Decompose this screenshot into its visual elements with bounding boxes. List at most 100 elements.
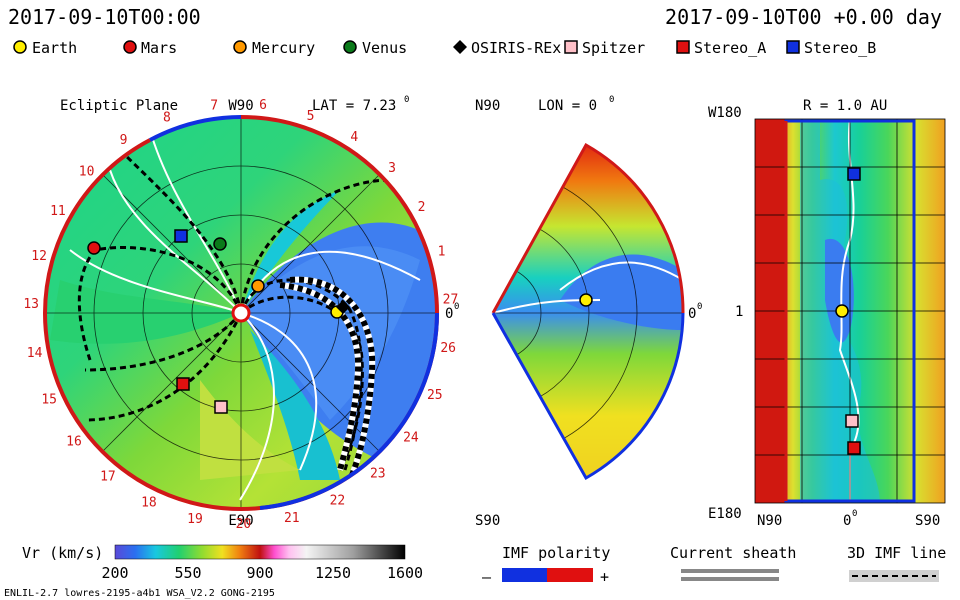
current-sheath-legend: Current sheath [670,544,796,581]
imf-negative-swatch [502,568,547,582]
current-sheath-label: Current sheath [670,544,796,562]
footer-credit: ENLIL-2.7 lowres-2195-a4b1 WSA_V2.2 GONG… [4,588,275,599]
radial-panel: W180 R = 1.0 AU 1 E180 N90 0 0 [708,98,946,529]
imf-line-legend: 3D IMF line [847,544,946,582]
stereo-a-marker-icon [676,40,690,54]
imf-polarity-legend: IMF polarity – + [482,544,610,586]
imf-plus: + [600,568,609,586]
mercury-marker [251,279,265,293]
ecliptic-panel: Ecliptic Plane LAT = 7.23 0 [23,95,459,532]
stereo-a-marker [176,377,190,391]
legend-label: Stereo_A [694,39,766,57]
meridional-zero-label: 0 [688,306,696,322]
imf-positive-swatch [547,568,593,582]
legend-item-spitzer: Spitzer [564,39,645,57]
earth-marker-radial [835,304,849,318]
ecliptic-rim-north [149,115,242,142]
wedge-edge-bottom [491,312,685,481]
day-tick-label: 2 [418,200,426,215]
stereo-b-marker [174,229,188,243]
day-tick-label: 20 [236,517,252,532]
day-tick-label: 11 [50,204,66,219]
legend-label: Venus [362,39,407,57]
earth-marker-meridional [579,293,593,307]
day-tick-label: 10 [79,165,95,180]
legend-label: OSIRIS-REx [471,39,561,57]
legend-label: Earth [32,39,77,57]
current-sheath-swatch-2 [681,577,779,581]
meridional-bottom-label: S90 [475,513,500,529]
colorbar-tick: 900 [246,564,273,582]
spitzer-marker [214,400,228,414]
legend-item-mars: Mars [123,39,177,57]
legend-label: Mercury [252,39,315,57]
ecliptic-bottom-label: E90 [228,513,253,529]
osiris-rex-marker [336,300,350,314]
ecliptic-lat: LAT = 7.23 [312,98,396,114]
day-tick-label: 12 [31,249,47,264]
colorbar-tick: 550 [174,564,201,582]
imf-polarity-label: IMF polarity [502,544,610,562]
legend-item-venus: Venus [343,39,407,57]
day-tick-label: 18 [141,496,157,511]
colorbar-gradient [114,544,406,560]
current-sheath-swatch [681,569,779,573]
ecliptic-zero-degree: 0 [454,302,459,312]
stereo-b-marker-radial [847,167,861,181]
stereo-b-marker-icon [786,40,800,54]
day-tick-label: 1 [438,244,446,259]
day-tick-label: 16 [66,434,82,449]
date-left: 2017-09-10T00:00 [8,5,201,29]
colorbar-tick: 200 [101,564,128,582]
day-tick-label: 25 [427,388,443,403]
stereo-a-marker-radial [847,441,861,455]
ecliptic-rim-west [42,138,242,511]
earth-marker-icon [13,40,27,54]
day-tick-label: 4 [350,130,358,145]
wedge-edge-top [491,142,685,314]
colorbar-tick: 1250 [315,564,351,582]
day-tick-label: 17 [100,469,116,484]
radial-x-right: S90 [915,513,940,529]
legend-label: Stereo_B [804,39,876,57]
radial-x-left: N90 [757,513,782,529]
day-tick-label: 19 [187,512,203,527]
mars-marker-icon [123,40,137,54]
ecliptic-rim-positive [259,312,439,510]
ecliptic-title: Ecliptic Plane [60,98,178,114]
day-tick-label: 5 [307,109,315,124]
osiris-rex-marker-icon [453,40,467,54]
mars-marker [87,241,101,255]
legend-item-mercury: Mercury [233,39,315,57]
radial-mid-label: 1 [735,304,743,320]
ecliptic-top-label: W90 [228,98,253,114]
day-tick-label: 8 [163,111,171,126]
legend: Earth Mars Mercury Venus OSIRIS-REx Spit… [13,39,876,57]
colorbar: Vr (km/s) 200 550 900 1250 1600 [22,544,423,582]
radial-title: R = 1.0 AU [803,98,887,114]
mercury-marker-icon [233,40,247,54]
day-tick-label: 23 [370,466,386,481]
day-tick-label: 22 [330,494,346,509]
venus-marker [213,237,227,251]
legend-item-stereo-b: Stereo_B [786,39,876,57]
day-tick-label: 27 [443,292,459,307]
radial-x-mid: 0 [843,513,851,529]
legend-label: Mars [141,39,177,57]
colorbar-label: Vr (km/s) [22,544,103,562]
ecliptic-lat-degree: 0 [404,95,409,105]
spitzer-marker-icon [564,40,578,54]
meridional-title: LON = 0 [538,98,597,114]
ecliptic-zero-label: 0 [445,306,453,322]
day-tick-label: 9 [120,133,128,148]
colorbar-tick: 1600 [387,564,423,582]
day-tick-label: 6 [259,98,267,113]
meridional-top-label: N90 [475,98,500,114]
day-tick-label: 24 [403,430,419,445]
legend-item-stereo-a: Stereo_A [676,39,766,57]
legend-item-osiris-rex: OSIRIS-REx [453,39,561,57]
venus-marker-icon [343,40,357,54]
imf-line-label: 3D IMF line [847,544,946,562]
